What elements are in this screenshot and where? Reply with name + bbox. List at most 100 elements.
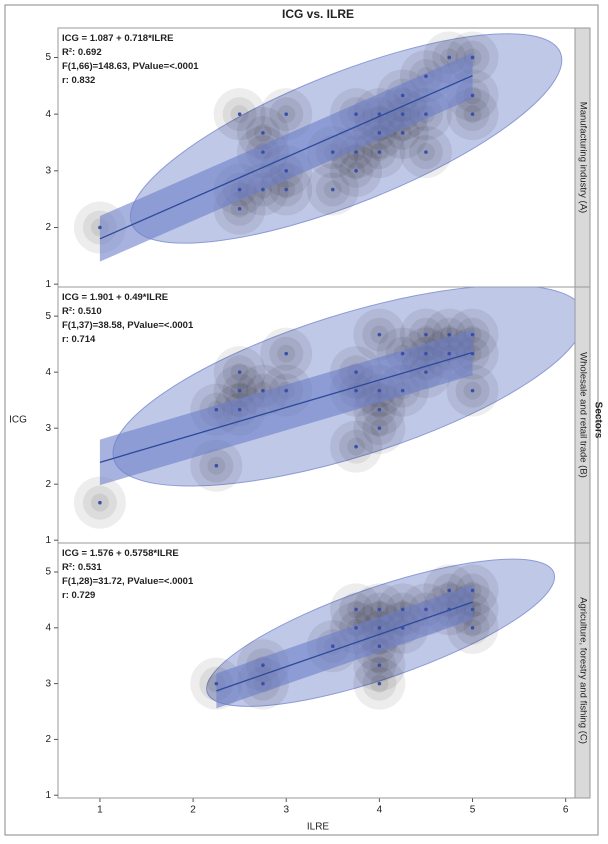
- y-tick-label: 4: [45, 109, 51, 120]
- y-tick-label: 3: [45, 423, 51, 434]
- point: [261, 681, 265, 686]
- point: [400, 626, 405, 630]
- y-tick-label: 3: [45, 165, 51, 176]
- point: [447, 55, 452, 60]
- y-tick-label: 2: [45, 734, 51, 745]
- point: [377, 131, 382, 135]
- point: [284, 169, 289, 173]
- point: [377, 150, 382, 154]
- point: [354, 626, 358, 630]
- x-tick-label: 2: [190, 805, 196, 816]
- y-axis-label: ICG: [9, 415, 27, 426]
- point: [331, 187, 335, 192]
- annotation: ICG = 1.087 + 0.718*ILRE: [62, 33, 173, 44]
- point: [377, 663, 382, 667]
- y-tick-label: 1: [45, 790, 51, 801]
- point: [354, 607, 358, 612]
- y-tick-label: 4: [45, 367, 51, 378]
- point: [424, 351, 428, 356]
- point: [354, 444, 358, 449]
- point: [377, 332, 382, 337]
- point: [237, 112, 242, 116]
- fit-line: [216, 601, 473, 692]
- y-tick-label: 5: [45, 567, 51, 578]
- point: [400, 607, 405, 612]
- point: [470, 332, 475, 337]
- x-tick-label: 4: [377, 805, 383, 816]
- point: [377, 607, 382, 612]
- x-axis-label: ILRE: [307, 822, 330, 833]
- point: [214, 463, 219, 468]
- point: [377, 388, 382, 393]
- annotation: R²: 0.531: [62, 562, 102, 573]
- point: [470, 388, 475, 393]
- annotation: F(1,28)=31.72, PValue=<.0001: [62, 576, 194, 587]
- fit-line: [99, 351, 473, 463]
- fit-line: [99, 75, 473, 240]
- annotation: F(1,66)=148.63, PValue=<.0001: [62, 61, 199, 72]
- x-tick-label: 1: [97, 805, 103, 816]
- point: [470, 626, 475, 630]
- panel-content: [190, 558, 556, 710]
- point: [470, 93, 475, 98]
- point: [447, 351, 452, 356]
- point: [354, 370, 358, 374]
- point: [400, 131, 405, 135]
- point: [354, 388, 358, 393]
- point: [214, 407, 219, 412]
- point: [447, 588, 452, 593]
- y-tick-label: 3: [45, 678, 51, 689]
- y-tick-label: 5: [45, 311, 51, 322]
- point: [377, 112, 382, 116]
- point: [470, 351, 475, 356]
- chart-title: ICG vs. ILRE: [282, 7, 354, 21]
- point: [237, 407, 242, 412]
- point: [377, 681, 382, 686]
- point: [237, 187, 242, 192]
- point: [237, 388, 242, 393]
- point: [261, 150, 265, 154]
- point: [424, 112, 428, 116]
- point: [447, 332, 452, 337]
- point: [470, 607, 475, 612]
- x-tick-label: 6: [563, 805, 569, 816]
- y-tick-label: 4: [45, 622, 51, 633]
- point: [400, 93, 405, 98]
- point: [98, 500, 102, 505]
- y-tick-label: 2: [45, 479, 51, 490]
- point: [377, 644, 382, 649]
- point: [424, 370, 428, 374]
- annotation: ICG = 1.901 + 0.49*ILRE: [62, 292, 168, 303]
- facet-label: Manufacturing industry (A): [577, 102, 588, 213]
- point: [400, 351, 405, 356]
- annotation: R²: 0.692: [62, 47, 102, 58]
- point: [237, 206, 242, 211]
- annotation: F(1,37)=38.58, PValue=<.0001: [62, 320, 194, 331]
- point: [284, 112, 289, 116]
- panel-content: [73, 287, 575, 529]
- point: [261, 388, 265, 393]
- facet-title: Sectors: [592, 402, 603, 439]
- point: [447, 607, 452, 612]
- point: [424, 607, 428, 612]
- y-tick-label: 5: [45, 52, 51, 63]
- point: [377, 426, 382, 430]
- facet-label: Agriculture, forestry and fishing (C): [577, 597, 588, 744]
- point: [354, 169, 358, 173]
- point: [331, 644, 335, 649]
- point: [237, 370, 242, 374]
- annotation: r: 0.832: [62, 75, 95, 86]
- facet-label: Wholesale and retail trade (B): [577, 352, 588, 478]
- x-tick-label: 5: [470, 805, 476, 816]
- point: [424, 74, 428, 78]
- y-tick-label: 1: [45, 279, 51, 290]
- point: [261, 131, 265, 135]
- point: [470, 112, 475, 116]
- annotation: R²: 0.510: [62, 306, 102, 317]
- y-tick-label: 1: [45, 535, 51, 546]
- point: [354, 150, 358, 154]
- point: [284, 351, 289, 356]
- point: [424, 150, 428, 154]
- point: [400, 388, 405, 393]
